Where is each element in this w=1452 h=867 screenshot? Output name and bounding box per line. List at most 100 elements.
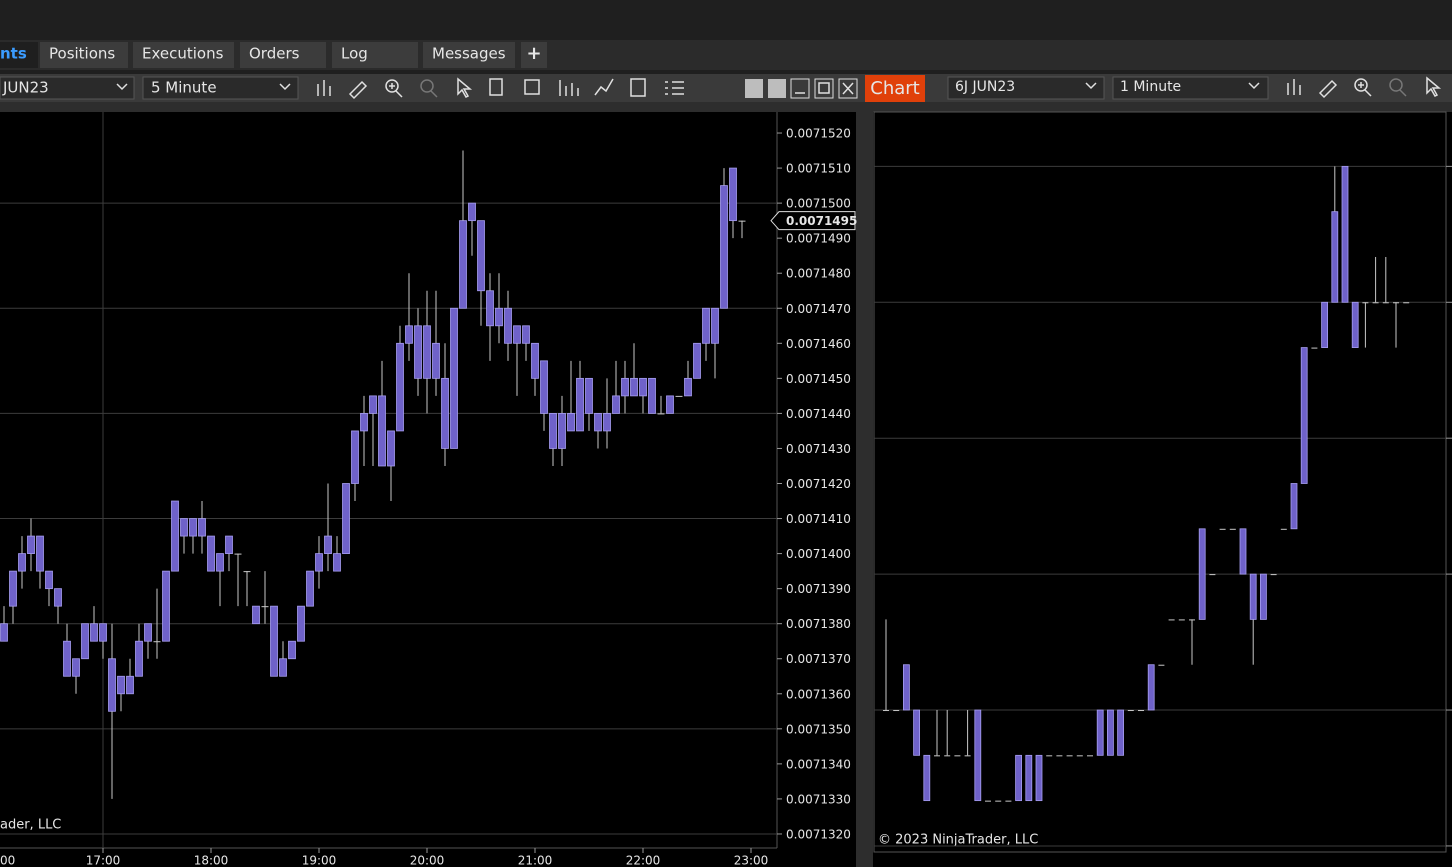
instrument-dropdown[interactable]	[0, 76, 135, 100]
candle-body	[405, 325, 413, 344]
candle-body	[549, 413, 557, 449]
candle-body	[450, 307, 458, 449]
candle-body	[585, 377, 593, 414]
pointer-icon[interactable]	[1426, 76, 1442, 97]
chart-button[interactable]	[865, 75, 925, 102]
list-icon[interactable]	[665, 81, 684, 95]
y-tick-label: 0.0071430	[786, 442, 851, 456]
divider	[0, 70, 1452, 74]
candle-body	[720, 185, 728, 309]
interval-dropdown[interactable]	[1112, 76, 1269, 100]
dropdown-arrow	[116, 83, 128, 91]
tab[interactable]	[240, 42, 326, 68]
candle-body	[18, 553, 26, 572]
title-bar	[0, 0, 1452, 40]
template-icon[interactable]	[630, 78, 646, 97]
candle-body	[944, 755, 951, 757]
bars-icon[interactable]	[1287, 79, 1301, 95]
candle-body	[1341, 165, 1349, 303]
candle-body	[72, 658, 80, 677]
tab[interactable]	[521, 42, 547, 68]
candle-body	[252, 605, 260, 625]
candle-body	[648, 377, 656, 414]
candle-body	[995, 800, 1002, 802]
candle-body	[964, 755, 971, 757]
candle-body	[117, 675, 125, 695]
draw-icon[interactable]	[348, 80, 368, 100]
candle-body	[414, 325, 422, 379]
y-tick-label: 0.0071510	[786, 162, 851, 176]
bars-icon[interactable]	[317, 80, 331, 96]
candle-body	[1351, 301, 1359, 348]
candle-body	[180, 518, 188, 537]
candle-body	[1311, 347, 1318, 349]
candle-body	[1107, 709, 1114, 756]
candle-body	[1239, 528, 1247, 575]
candle-body	[954, 755, 961, 757]
tab[interactable]	[332, 42, 418, 68]
candle-body	[540, 360, 548, 414]
watermark: © 2023 NinjaTrader, LLC	[878, 833, 1038, 848]
indicator-icon[interactable]	[594, 78, 614, 96]
candle-body	[477, 220, 485, 292]
candle-body	[1087, 755, 1093, 757]
y-tick-label: 0.0071450	[786, 372, 851, 386]
tile-button[interactable]	[745, 79, 763, 98]
candle-body	[360, 413, 368, 432]
candle-body	[1127, 710, 1134, 712]
tab[interactable]	[40, 42, 128, 68]
candle-body	[729, 167, 737, 222]
candle-body	[306, 570, 314, 607]
y-tick-label: 0.0071410	[786, 512, 851, 526]
candle-body	[387, 430, 395, 467]
x-tick-label: 21:00	[518, 854, 553, 867]
zoom-in-icon[interactable]	[385, 79, 399, 93]
zoom-out-icon[interactable]	[1389, 78, 1403, 92]
candle-body	[893, 710, 900, 712]
candle-body	[288, 640, 296, 660]
candle-body	[558, 413, 566, 449]
candle-body	[459, 220, 467, 309]
y-tick-label: 0.0071500	[786, 197, 851, 211]
candle-body	[36, 535, 44, 572]
candle-body	[198, 518, 206, 537]
candle-body	[1393, 302, 1399, 304]
tab[interactable]	[133, 42, 234, 68]
candle-body	[1249, 573, 1257, 620]
interval-label: 5 Minute	[151, 79, 217, 97]
candle-body	[90, 623, 98, 642]
candle-body	[270, 605, 278, 677]
instrument-dropdown[interactable]	[947, 76, 1105, 100]
candle-body	[1280, 528, 1287, 530]
candle-body	[27, 535, 35, 554]
data-box-icon[interactable]	[489, 78, 503, 96]
candle-body	[54, 588, 62, 607]
maximize-button[interactable]	[814, 78, 834, 99]
zoom-in-icon[interactable]	[1354, 78, 1368, 92]
candle-body	[207, 535, 215, 572]
tile-button[interactable]	[768, 79, 786, 98]
candle-body	[522, 325, 530, 344]
candle-body	[126, 675, 134, 695]
zoom-out-icon[interactable]	[420, 79, 434, 93]
candle-body	[0, 623, 8, 642]
draw-icon[interactable]	[1318, 79, 1338, 99]
candle-body	[1290, 483, 1298, 530]
candle-body	[1382, 302, 1389, 304]
right-plot-border	[873, 111, 1447, 853]
tab[interactable]	[0, 42, 38, 68]
minimize-button[interactable]	[790, 78, 810, 99]
dropdown-arrow	[1085, 82, 1097, 90]
candle-body	[1138, 710, 1144, 712]
tab-label: Orders	[249, 45, 300, 63]
y-tick-label: 0.0071520	[786, 127, 851, 141]
interval-dropdown[interactable]	[142, 76, 299, 100]
strategy-icon[interactable]	[559, 80, 579, 96]
properties-icon[interactable]	[524, 79, 540, 95]
candle-body	[1117, 709, 1124, 756]
pointer-icon[interactable]	[457, 77, 473, 98]
y-tick-label: 0.0071380	[786, 617, 851, 631]
tab[interactable]	[423, 42, 515, 68]
y-tick-label: 0.0071480	[786, 267, 851, 281]
